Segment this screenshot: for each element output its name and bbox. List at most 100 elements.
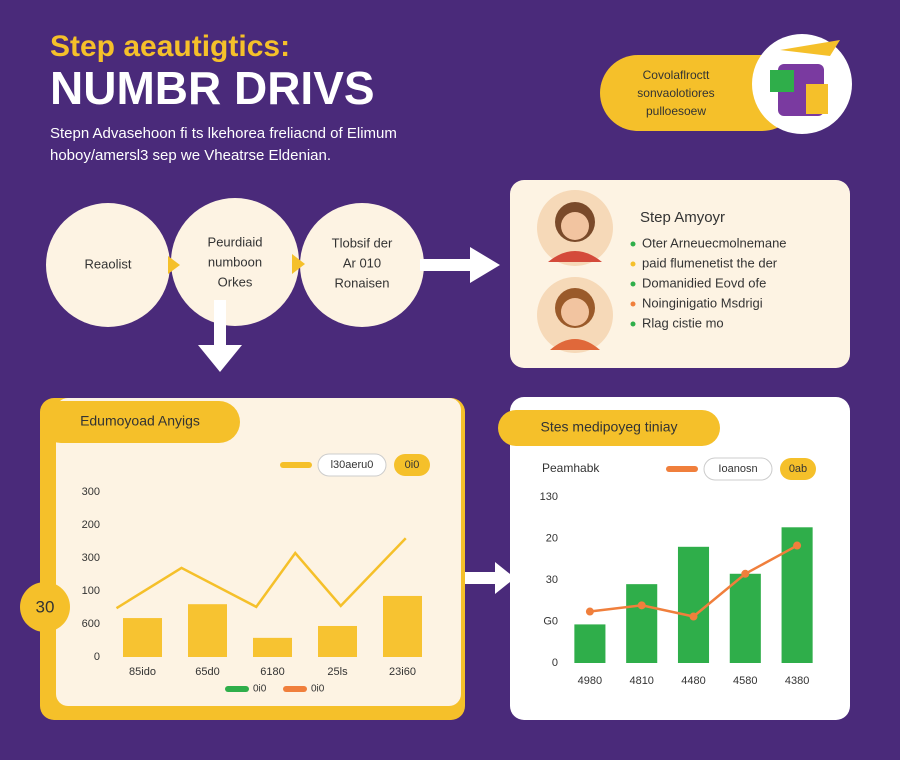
footer-legend-swatch [283,686,307,692]
x-tick-label: 6180 [260,666,284,678]
bullet-dot [630,241,636,247]
bar [574,624,606,663]
y-tick-label: 30 [546,574,558,586]
y-tick-label: 130 [540,491,558,503]
x-tick-label: 4980 [578,675,602,687]
footer-legend-label: 0i0 [253,684,267,695]
bullet-dot [630,261,636,267]
bullet-text: Noinginigatio Msdrigi [642,295,763,310]
subtitle: hoboy/amersl3 sep we Vheatrse Eldenian. [50,147,331,164]
profile-card: Step Amyoyr [510,180,850,368]
badge-text: sonvaolotiores [637,86,714,100]
flow: Reaolist Peurdiaid numboon Orkes Tlobsif… [46,198,500,372]
x-tick-label: 65d0 [195,666,219,678]
bar [626,584,658,663]
flow-text: numboon [208,254,262,269]
side-badge [20,582,70,632]
flow-text: Ar 010 [343,255,381,270]
x-tick-label: 85ido [129,666,156,678]
footer-legend-swatch [225,686,249,692]
card [56,398,461,706]
bullet-text: Rlag cistie mo [642,315,724,330]
line [115,537,407,610]
y-tick-label: 300 [82,552,100,564]
flow-step [46,203,170,327]
legend-label: 0i0 [405,459,420,471]
flow-arrow [292,254,305,274]
bullet-text: Domanidied Eovd ofe [642,275,766,290]
line-point [741,569,750,578]
line-point [585,607,594,616]
connector-arrow [465,562,515,594]
title-pill [40,401,240,443]
legend-pill [780,458,816,480]
badge-text: pulloesoew [646,104,706,118]
legend-label: 0ab [789,463,807,475]
x-tick-label: 23i60 [389,666,416,678]
kicker: Step aeautigtics: [50,30,290,63]
badge [600,55,800,131]
legend-pill [394,454,430,476]
y-tick-label: 600 [82,618,100,630]
subtitle: Stepn Advasehoon fi ts lkehorea freliacn… [50,125,397,142]
x-tick-label: 4580 [733,675,757,687]
x-tick-label: 4480 [681,675,705,687]
bar [729,573,761,663]
flow-text: Peurdiaid [208,234,263,249]
bullet-text: paid flumenetist the der [642,255,778,270]
bar [253,637,292,657]
bar [318,625,357,657]
y-tick-label: 0 [552,657,558,669]
x-tick-label: 25ls [327,666,348,678]
flow-text: Reaolist [85,256,132,271]
title: NUMBR DRIVS [50,62,375,114]
line-point [689,612,698,621]
legend-label: Ioanosn [718,463,757,475]
y-tick-label: G0 [543,615,558,627]
bar [123,618,162,657]
icon-shape [770,70,794,92]
title-pill [498,410,720,446]
flow-arrow [168,256,180,274]
legend-pill [703,457,773,481]
line-point [793,541,802,550]
icon-shape [806,84,828,114]
bar [383,595,422,657]
y-tick-label: 300 [82,486,100,498]
y-axis-label: Peamhabk [542,461,600,475]
avatar-body [548,251,602,262]
bar [188,604,227,657]
avatar-body [550,339,600,350]
legend-pill [317,453,387,477]
profile-title: Step Amyoyr [640,209,725,226]
footer-legend-label: 0i0 [311,684,325,695]
icon-shape [780,40,840,56]
flow-text: Ronaisen [335,275,390,290]
chart-title: Edumoyoad Anyigs [80,413,200,429]
y-tick-label: 20 [546,532,558,544]
flow-text: Tlobsif der [332,235,393,250]
line-point [637,601,646,610]
bar [677,546,710,663]
flow-arrow [420,247,500,283]
avatar-face [561,212,589,240]
bullet-dot [630,281,636,287]
x-tick-label: 4810 [629,675,653,687]
side-badge-text: 30 [36,597,55,616]
y-tick-label: 200 [82,519,100,531]
bullet-dot [630,321,636,327]
flow-step [171,198,299,326]
flow-step [300,203,424,327]
legend-label: l30aeru0 [331,459,374,471]
y-tick-label: 0 [94,651,100,663]
avatar-face [561,298,589,326]
flow-arrow [198,300,242,372]
y-tick-label: 100 [82,585,100,597]
flow-text: Orkes [218,274,253,289]
legend-swatch [280,462,312,468]
bullet-text: Oter Arneuecmolnemane [642,235,787,250]
badge-text: Covolaflroctt [643,68,710,82]
legend-swatch [666,466,698,472]
